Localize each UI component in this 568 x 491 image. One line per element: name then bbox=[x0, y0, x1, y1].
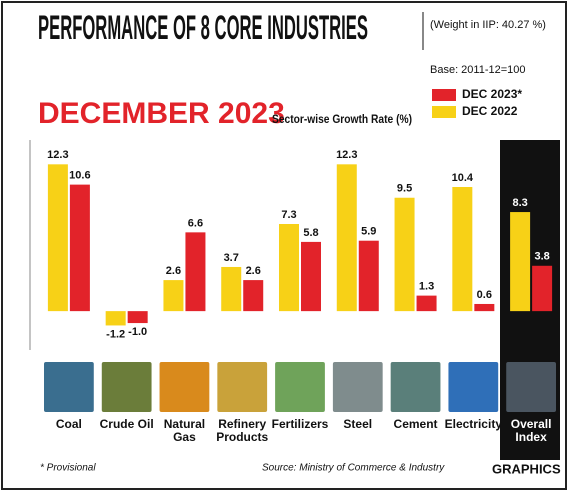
value-label: -1.0 bbox=[128, 326, 147, 338]
value-label: 9.5 bbox=[397, 183, 412, 195]
x-tick-label: Electricity bbox=[444, 418, 502, 431]
bar bbox=[337, 164, 357, 311]
category-icon bbox=[44, 362, 94, 412]
credit: GRAPHICS bbox=[492, 461, 561, 476]
bar bbox=[417, 296, 437, 312]
bar bbox=[221, 267, 241, 311]
bar bbox=[106, 311, 126, 325]
bar bbox=[395, 198, 415, 311]
value-label: 3.8 bbox=[534, 251, 549, 263]
value-label: -1.2 bbox=[106, 328, 125, 340]
value-label: 2.6 bbox=[246, 265, 261, 277]
bar bbox=[163, 280, 183, 311]
bar bbox=[452, 187, 472, 311]
x-tick-label: Natural Gas bbox=[156, 418, 214, 444]
category-icon bbox=[160, 362, 210, 412]
category-icon bbox=[217, 362, 267, 412]
x-tick-label: Coal bbox=[40, 418, 98, 431]
legend-swatch bbox=[432, 106, 456, 118]
bar bbox=[128, 311, 148, 323]
chart-title: PERFORMANCE OF 8 CORE INDUSTRIES bbox=[38, 9, 368, 47]
legend-swatch bbox=[432, 89, 456, 101]
footnote: * Provisional bbox=[40, 463, 96, 474]
x-tick-label: Crude Oil bbox=[98, 418, 156, 431]
bar bbox=[70, 185, 90, 312]
category-icon bbox=[506, 362, 556, 412]
infographic: PERFORMANCE OF 8 CORE INDUSTRIES DECEMBE… bbox=[0, 0, 568, 491]
value-label: 6.6 bbox=[188, 217, 203, 229]
bar bbox=[243, 280, 263, 311]
category-icon bbox=[102, 362, 152, 412]
value-label: 1.3 bbox=[419, 281, 434, 293]
value-label: 5.8 bbox=[303, 227, 318, 239]
legend-label: DEC 2023* bbox=[462, 87, 522, 101]
category-icon bbox=[275, 362, 325, 412]
value-label: 0.6 bbox=[477, 289, 492, 301]
chart-subtitle: DECEMBER 2023 bbox=[38, 97, 285, 130]
x-tick-label: Steel bbox=[329, 418, 387, 431]
value-label: 10.4 bbox=[452, 172, 474, 184]
value-label: 12.3 bbox=[336, 149, 357, 161]
x-tick-label: Refinery Products bbox=[213, 418, 271, 444]
bar bbox=[510, 212, 530, 311]
source: Source: Ministry of Commerce & Industry bbox=[262, 463, 445, 474]
value-label: 10.6 bbox=[69, 170, 90, 182]
value-label: 3.7 bbox=[224, 252, 239, 264]
bar bbox=[474, 304, 494, 311]
bar bbox=[48, 164, 68, 311]
note: (Weight in IIP: 40.27 %) bbox=[430, 19, 546, 31]
bar bbox=[359, 241, 379, 311]
bar bbox=[301, 242, 321, 311]
bar bbox=[185, 232, 205, 311]
x-tick-label: Fertilizers bbox=[271, 418, 329, 431]
category-icon bbox=[448, 362, 498, 412]
base-note: Base: 2011-12=100 bbox=[430, 64, 526, 76]
category-icon bbox=[333, 362, 383, 412]
legend-label: DEC 2022 bbox=[462, 104, 518, 118]
y-axis-label: Sector-wise Growth Rate (%) bbox=[272, 112, 412, 126]
bar bbox=[279, 224, 299, 311]
value-label: 12.3 bbox=[47, 149, 68, 161]
category-icon bbox=[391, 362, 441, 412]
x-tick-label: Overall Index bbox=[502, 418, 560, 444]
value-label: 8.3 bbox=[512, 197, 527, 209]
value-label: 7.3 bbox=[281, 209, 296, 221]
value-label: 5.9 bbox=[361, 226, 376, 238]
x-tick-label: Cement bbox=[387, 418, 445, 431]
value-label: 2.6 bbox=[166, 265, 181, 277]
bar bbox=[532, 266, 552, 311]
